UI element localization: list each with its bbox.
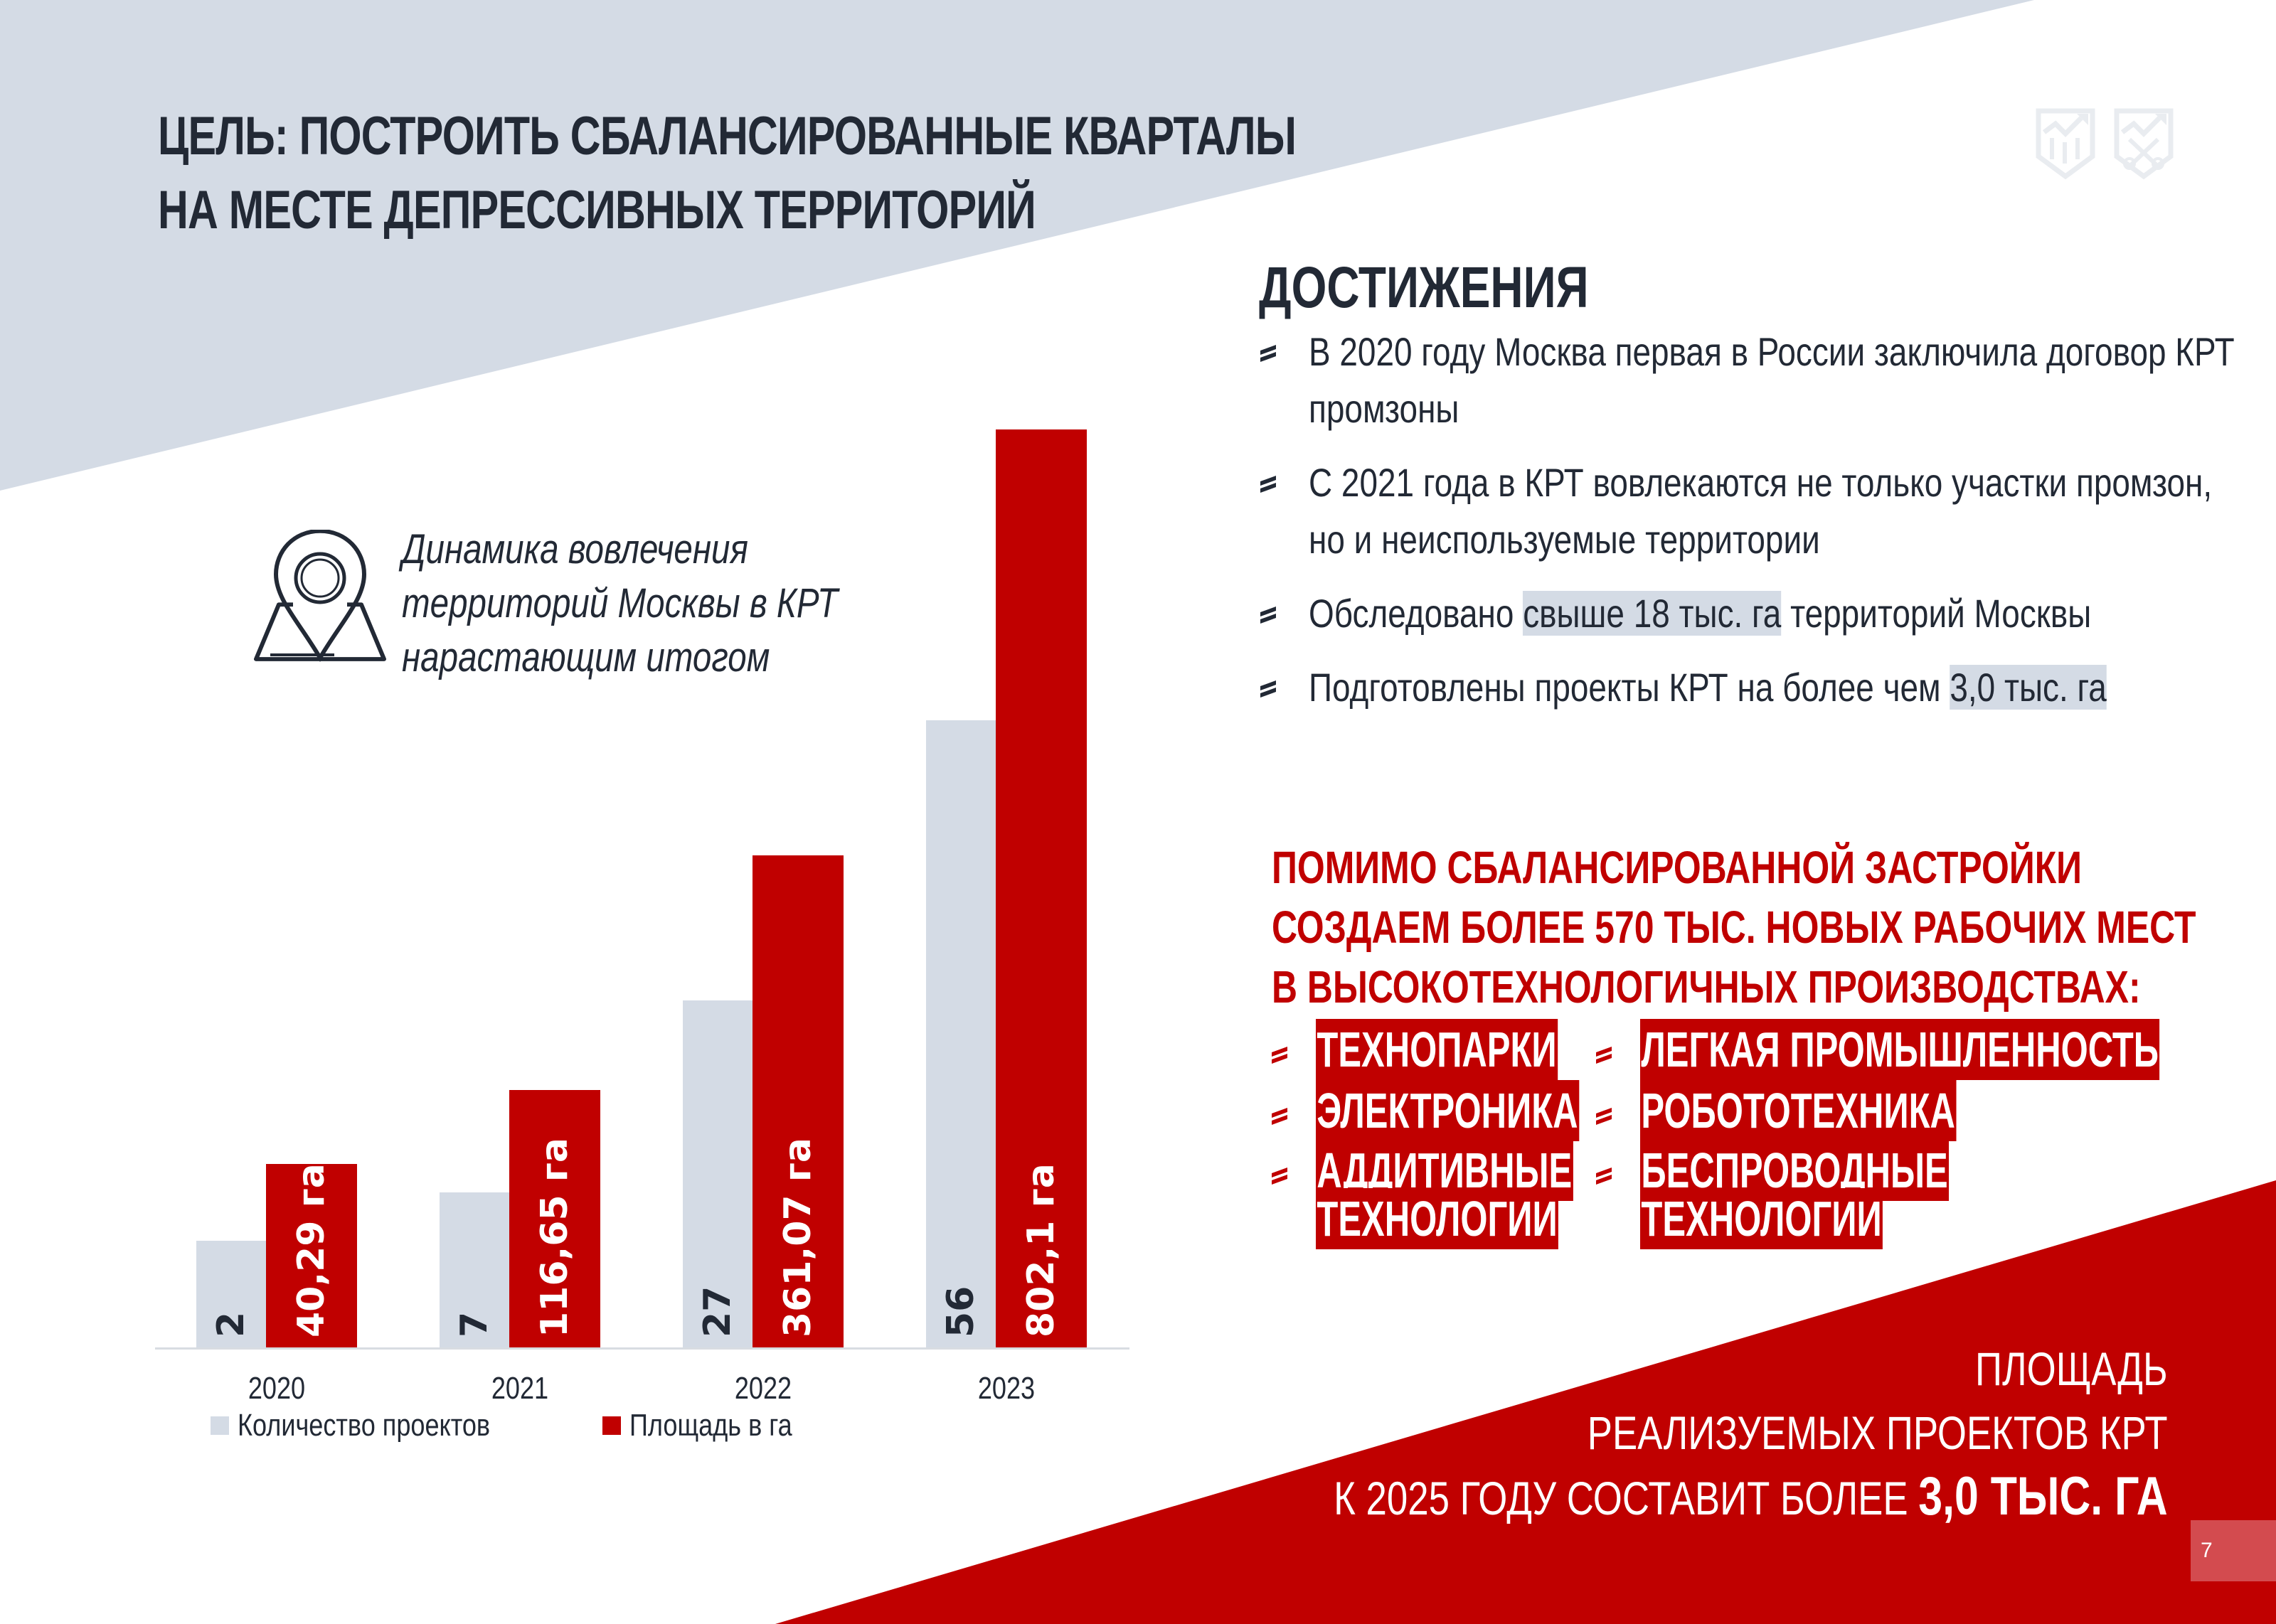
double-slash-bullet-icon — [1596, 1168, 1612, 1185]
shield-keys-logo-icon — [2114, 108, 2174, 180]
caption-line-3: нарастающим итогом — [402, 634, 770, 680]
footer-statement: ПЛОЩАДЬ РЕАЛИЗУЕМЫХ ПРОЕКТОВ КРТ К 2025 … — [1125, 1337, 2168, 1530]
achievement-text: Обследовано свыше 18 тыс. га территорий … — [1309, 591, 2092, 636]
footer-line-2: РЕАЛИЗУЕМЫХ ПРОЕКТОВ КРТ — [1588, 1406, 2168, 1459]
double-slash-bullet-icon — [1272, 1047, 1287, 1064]
data-label: 116,65 га — [533, 1137, 576, 1337]
title-line-2: НА МЕСТЕ ДЕПРЕССИВНЫХ ТЕРРИТОРИЙ — [158, 180, 1036, 240]
industry-tag: БЕСПРОВОДНЫЕ ТЕХНОЛОГИИ — [1595, 1140, 2081, 1249]
chart-legend: Количество проектов Площадь в га — [211, 1408, 885, 1443]
chart-caption: Динамика вовлечения территорий Москвы в … — [402, 523, 838, 685]
data-label: 7 — [453, 1311, 496, 1337]
footer-line-1: ПЛОЩАДЬ — [1975, 1342, 2168, 1395]
legend-swatch-gray — [211, 1416, 229, 1435]
footer-line-3-text: К 2025 ГОДУ СОСТАВИТ БОЛЕЕ — [1334, 1472, 1919, 1524]
industry-tag-label: БЕСПРОВОДНЫЕ ТЕХНОЛОГИИ — [1640, 1140, 1950, 1249]
jobs-line-3: В ВЫСОКОТЕХНОЛОГИЧНЫХ ПРОИЗВОДСТВАХ: — [1272, 961, 2141, 1013]
achievements-title: ДОСТИЖЕНИЯ — [1259, 255, 1589, 320]
achievements-list: В 2020 году Москва первая в России заклю… — [1259, 324, 2255, 733]
industry-tag: РОБОТОТЕХНИКА — [1595, 1080, 2092, 1141]
red-triangle — [775, 1180, 2276, 1624]
page-title: ЦЕЛЬ: ПОСТРОИТЬ СБАЛАНСИРОВАННЫЕ КВАРТАЛ… — [158, 100, 1297, 247]
x-tick-label: 2021 — [491, 1371, 549, 1406]
legend-item-area: Площадь в га — [602, 1408, 828, 1443]
industry-tag: АДДИТИВНЫЕ ТЕХНОЛОГИИ — [1270, 1140, 1684, 1249]
bar-projects-2020: 2 — [196, 1241, 266, 1347]
achievement-item: Подготовлены проекты КРТ на более чем 3,… — [1259, 659, 2255, 716]
industry-tag-label: ТЕХНОПАРКИ — [1316, 1019, 1558, 1080]
data-label: 802,1 га — [1020, 1163, 1063, 1337]
achievement-text: В 2020 году Москва первая в России заклю… — [1309, 329, 2235, 431]
data-label: 2 — [210, 1311, 252, 1337]
industry-tag: ЭЛЕКТРОНИКА — [1270, 1080, 1692, 1141]
jobs-heading: ПОМИМО СБАЛАНСИРОВАННОЙ ЗАСТРОЙКИ СОЗДАЕ… — [1272, 838, 2196, 1017]
x-tick-label: 2023 — [977, 1371, 1036, 1406]
double-slash-bullet-icon — [1260, 476, 1276, 493]
bar-chart: Количество проектов Площадь в га 2 40,29 … — [155, 398, 1129, 1465]
bar-area-2022: 361,07 га — [753, 855, 844, 1347]
double-slash-bullet-icon — [1596, 1108, 1612, 1125]
achievement-item: Обследовано свыше 18 тыс. га территорий … — [1259, 585, 2255, 642]
industry-tag-label: ЭЛЕКТРОНИКА — [1316, 1080, 1579, 1141]
highlighted-value: 3,0 тыс. га — [1950, 665, 2107, 710]
industry-tag-label: РОБОТОТЕХНИКА — [1640, 1080, 1957, 1141]
achievement-item: В 2020 году Москва первая в России заклю… — [1259, 324, 2255, 437]
gray-triangle — [0, 0, 2034, 491]
achievement-item: С 2021 года в КРТ вовлекаются не только … — [1259, 454, 2255, 568]
double-slash-bullet-icon — [1272, 1168, 1287, 1185]
industry-tag: ТЕХНОПАРКИ — [1270, 1019, 1661, 1080]
double-slash-bullet-icon — [1260, 345, 1276, 362]
shield-chart-logo-icon — [2036, 108, 2095, 180]
bar-area-2021: 116,65 га — [509, 1090, 600, 1347]
double-slash-bullet-icon — [1272, 1108, 1287, 1125]
industry-tag-label: АДДИТИВНЫЕ ТЕХНОЛОГИИ — [1316, 1140, 1573, 1249]
bar-projects-2021: 7 — [440, 1192, 509, 1347]
map-pin-icon — [254, 530, 386, 663]
footer-highlight: 3,0 ТЫС. ГА — [1918, 1466, 2168, 1527]
jobs-line-2: СОЗДАЕМ БОЛЕЕ 570 ТЫС. НОВЫХ РАБОЧИХ МЕС… — [1272, 902, 2196, 953]
x-tick-label: 2022 — [734, 1371, 792, 1406]
bar-projects-2022: 27 — [683, 1000, 753, 1347]
bar-projects-2023: 56 — [926, 720, 996, 1347]
legend-swatch-red — [602, 1416, 621, 1435]
highlighted-value: свыше 18 тыс. га — [1523, 591, 1782, 636]
industry-tag-label: ЛЕГКАЯ ПРОМЫШЛЕННОСТЬ — [1640, 1019, 2160, 1080]
data-label: 56 — [940, 1286, 982, 1337]
legend-label: Количество проектов — [238, 1408, 491, 1443]
x-tick-label: 2020 — [248, 1371, 306, 1406]
title-line-1: ЦЕЛЬ: ПОСТРОИТЬ СБАЛАНСИРОВАННЫЕ КВАРТАЛ… — [158, 106, 1297, 166]
data-label: 27 — [696, 1286, 739, 1337]
double-slash-bullet-icon — [1260, 680, 1276, 698]
data-label: 40,29 га — [290, 1163, 333, 1337]
data-label: 361,07 га — [777, 1137, 819, 1337]
caption-line-1: Динамика вовлечения — [402, 526, 748, 572]
page-number: 7 — [2191, 1520, 2276, 1581]
footer-line-3: К 2025 ГОДУ СОСТАВИТ БОЛЕЕ 3,0 ТЫС. ГА — [1334, 1465, 2168, 1530]
bar-area-2020: 40,29 га — [266, 1163, 357, 1347]
achievement-text: С 2021 года в КРТ вовлекаются не только … — [1309, 460, 2213, 562]
industry-tag: ЛЕГКАЯ ПРОМЫШЛЕННОСТЬ — [1595, 1019, 2276, 1080]
legend-label: Площадь в га — [629, 1408, 792, 1443]
caption-line-2: территорий Москвы в КРТ — [402, 580, 839, 626]
achievement-text: Подготовлены проекты КРТ на более чем 3,… — [1309, 665, 2107, 710]
x-axis-line — [155, 1347, 1129, 1350]
legend-item-projects: Количество проектов — [211, 1408, 546, 1443]
double-slash-bullet-icon — [1260, 607, 1276, 624]
jobs-line-1: ПОМИМО СБАЛАНСИРОВАННОЙ ЗАСТРОЙКИ — [1272, 842, 2083, 893]
bar-area-2023: 802,1 га — [996, 429, 1087, 1347]
logos — [2034, 107, 2175, 181]
double-slash-bullet-icon — [1596, 1047, 1612, 1064]
